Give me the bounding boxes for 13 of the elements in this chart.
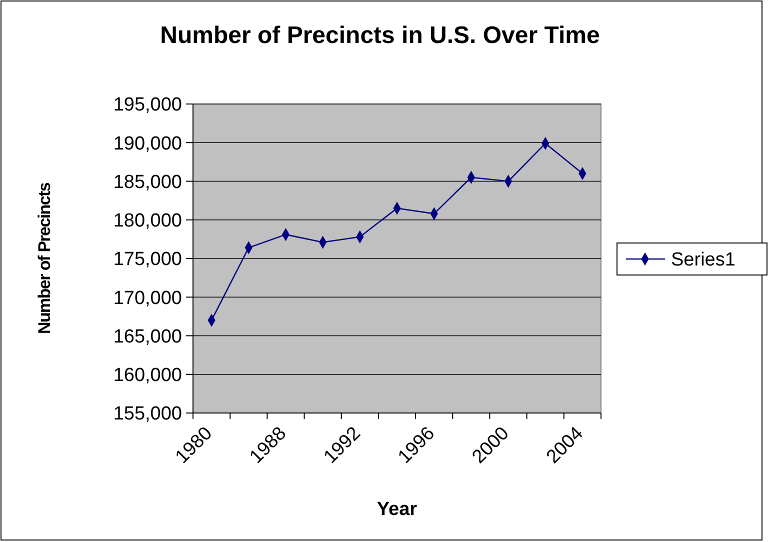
y-tick-label: 190,000 (113, 133, 182, 154)
y-tick-label: 165,000 (113, 326, 182, 348)
y-tick-label: 175,000 (113, 249, 182, 270)
y-tick-label: 185,000 (113, 172, 182, 193)
chart-title: Number of Precincts in U.S. Over Time (160, 22, 600, 49)
y-axis-title: Number of Precincts (35, 182, 54, 334)
y-tick-label: 195,000 (113, 94, 182, 116)
y-tick-label: 160,000 (113, 365, 182, 386)
y-tick-label: 180,000 (113, 210, 182, 232)
legend-label: Series1 (671, 250, 736, 271)
y-tick-label: 170,000 (113, 288, 182, 309)
x-axis-title: Year (376, 499, 418, 520)
y-tick-label: 155,000 (113, 404, 182, 425)
